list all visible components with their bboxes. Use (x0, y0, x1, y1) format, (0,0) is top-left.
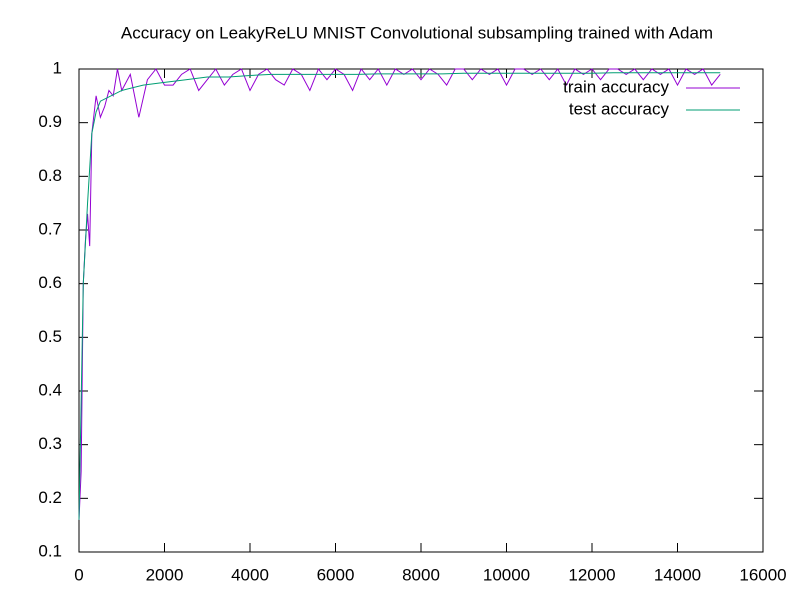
y-tick-label: 0.9 (38, 112, 62, 131)
y-tick-label: 0.3 (38, 434, 62, 453)
x-tick-label: 0 (74, 565, 83, 584)
x-tick-label: 4000 (231, 565, 269, 584)
x-tick-label: 2000 (146, 565, 184, 584)
y-tick-label: 0.7 (38, 219, 62, 238)
y-tick-label: 0.2 (38, 488, 62, 507)
y-tick-label: 0.6 (38, 273, 62, 292)
legend-label: train accuracy (563, 77, 669, 96)
y-tick-label: 0.4 (38, 380, 62, 399)
x-tick-label: 8000 (402, 565, 440, 584)
x-tick-label: 6000 (317, 565, 355, 584)
x-tick-label: 10000 (483, 565, 530, 584)
chart-title: Accuracy on LeakyReLU MNIST Convolutiona… (121, 23, 713, 42)
x-tick-label: 16000 (739, 565, 786, 584)
series-line (78, 72, 721, 520)
y-tick-label: 0.8 (38, 166, 62, 185)
y-tick-label: 0.5 (38, 327, 62, 346)
legend-label: test accuracy (569, 99, 670, 118)
y-tick-label: 0.1 (38, 541, 62, 560)
y-tick-label: 1 (53, 58, 62, 77)
x-tick-label: 12000 (568, 565, 615, 584)
x-tick-label: 14000 (654, 565, 701, 584)
